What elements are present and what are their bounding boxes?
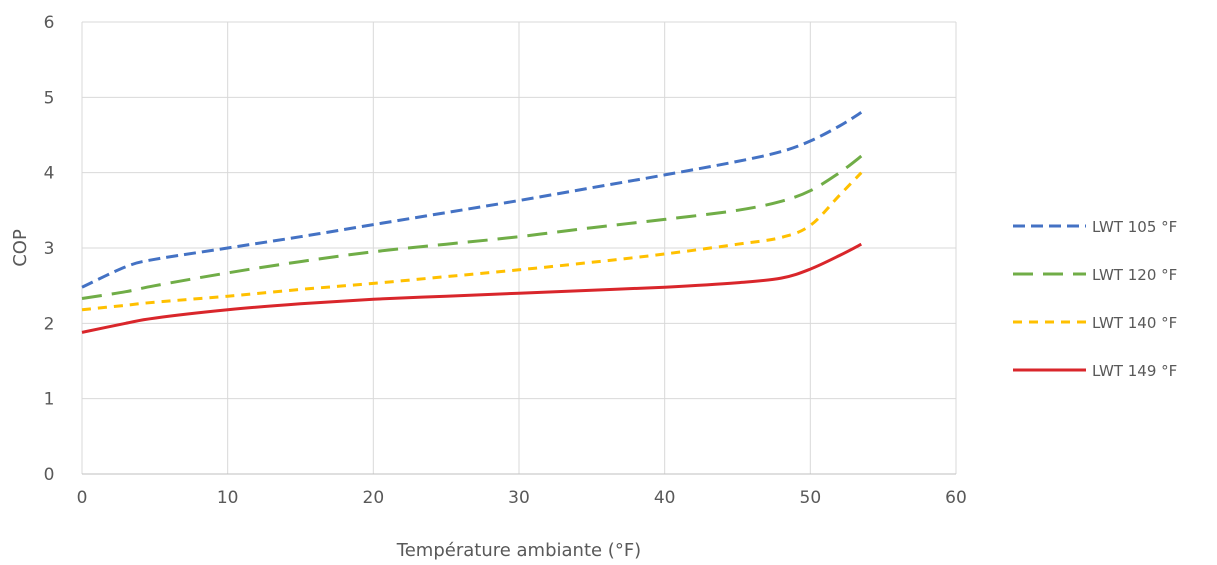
x-tick-label: 20	[363, 488, 385, 508]
series-layer	[81, 111, 863, 334]
legend-label: LWT 120 °F	[1092, 266, 1177, 284]
series-line	[81, 242, 863, 334]
legend-label: LWT 105 °F	[1092, 218, 1177, 236]
y-tick-label: 4	[44, 164, 55, 184]
y-tick-label: 0	[44, 465, 55, 485]
y-tick-label: 3	[44, 239, 55, 259]
y-tick-label: 5	[44, 88, 55, 108]
x-axis-title: Température ambiante (°F)	[396, 540, 641, 561]
legend-label: LWT 140 °F	[1092, 314, 1177, 332]
y-axis-title: COP	[10, 229, 31, 267]
legend-label: LWT 149 °F	[1092, 362, 1177, 380]
legend: LWT 105 °F LWT 120 °F LWT 140 °F LWT 149 °F	[1013, 218, 1177, 380]
x-tick-label: 40	[654, 488, 676, 508]
x-tick-label: 60	[945, 488, 967, 508]
x-tick-label: 50	[800, 488, 822, 508]
y-tick-label: 6	[44, 13, 55, 33]
y-tick-label: 2	[44, 314, 55, 334]
series-line	[81, 171, 863, 312]
x-tick-label: 0	[77, 488, 88, 508]
y-tick-label: 1	[44, 390, 55, 410]
series-line	[81, 111, 863, 289]
x-tick-label: 10	[217, 488, 239, 508]
series-line	[81, 154, 863, 300]
x-tick-label: 30	[508, 488, 530, 508]
tick-layer: 0 10 20 30 40 50 60 0 1 2 3 4 5 6	[44, 13, 967, 508]
